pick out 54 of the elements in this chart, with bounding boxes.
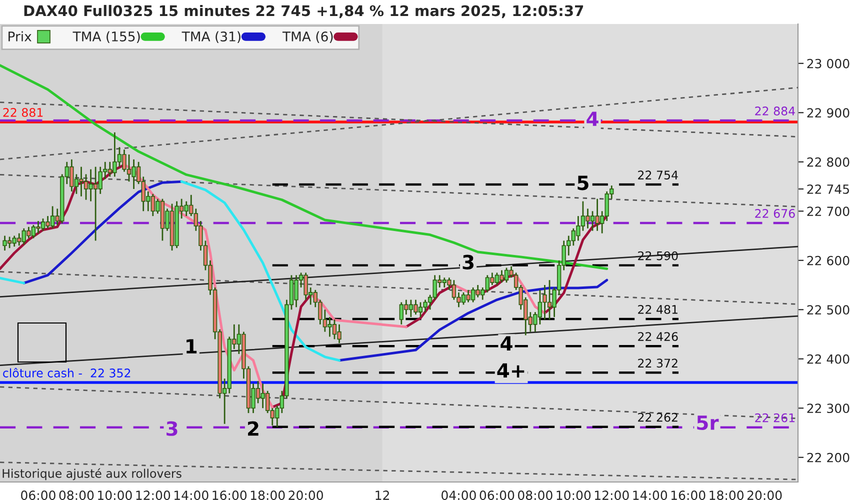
x-tick-label: 12:00: [136, 490, 170, 500]
y-tick-label: 22 200: [807, 452, 850, 462]
x-tick-label: 20:00: [288, 490, 323, 500]
x-tick-label: 16:00: [671, 490, 706, 500]
y-tick-label: 22 600: [807, 256, 850, 266]
series-label: 22 372: [638, 358, 678, 368]
x-tick-label: 12:00: [595, 490, 629, 500]
x-tick-label: 18:00: [710, 490, 744, 500]
x-tick-label: 12: [376, 490, 389, 500]
annotation: 4: [500, 336, 512, 350]
ref-line-label: clôture cash - 22 352: [3, 368, 130, 378]
y-tick-label: 22 800: [807, 157, 850, 167]
y-tick-label: 22 300: [807, 404, 850, 414]
x-tick-label: 10:00: [98, 490, 132, 500]
series-label: 22 426: [638, 332, 678, 342]
annotation: 4+: [497, 363, 524, 378]
ref-line-label: 22 261: [755, 413, 795, 422]
x-tick-label: 08:00: [518, 490, 552, 500]
y-tick-label: 22 900: [807, 108, 850, 118]
annotation: 5r: [697, 416, 719, 430]
series-label: 22 754: [638, 170, 678, 180]
x-tick-label: 14:00: [174, 490, 208, 500]
legend-label: TMA (155): [72, 31, 140, 44]
x-tick-label: 08:00: [59, 490, 94, 500]
y-tick-label: 22 500: [807, 305, 850, 315]
line-series: [0, 64, 608, 270]
x-tick-label: 06:00: [21, 490, 56, 500]
annotation: 4: [586, 112, 598, 126]
annotation: 1: [186, 339, 197, 354]
x-tick-label: 04:00: [442, 490, 476, 500]
ref-line-label: 22 881: [3, 108, 43, 117]
legend-label: Prix: [8, 31, 32, 42]
x-tick-label: 16:00: [212, 490, 247, 500]
annotation: 3: [166, 421, 178, 436]
y-tick-label: 22 400: [807, 354, 850, 364]
x-tick-label: 14:00: [633, 490, 668, 500]
ref-line-label: 22 884: [755, 106, 795, 116]
y-tick-label: 23 000: [807, 58, 850, 68]
series-label: 22 262: [638, 412, 678, 422]
x-tick-label: 10:00: [556, 490, 591, 500]
y-tick-label: 22 745: [807, 184, 849, 194]
legend-label: TMA (6): [282, 31, 333, 44]
y-tick-label: 22 700: [807, 206, 850, 216]
ref-line-label: 22 676: [755, 208, 795, 218]
chart-title: DAX40 Full0325 15 minutes 22 745 +1,84 % 12 mars 2025, 12:05:37: [24, 4, 584, 18]
annotation: Historique ajusté aux rollovers: [2, 468, 182, 480]
x-tick-label: 20:00: [747, 490, 782, 500]
x-tick-label: 18:00: [250, 490, 285, 500]
legend-label: TMA (31): [182, 31, 240, 44]
series-label: 22 481: [638, 304, 678, 314]
annotation: 5: [578, 176, 588, 190]
annotation: 2: [248, 421, 258, 436]
x-tick-label: 06:00: [480, 490, 514, 500]
annotation: 3: [462, 254, 474, 270]
